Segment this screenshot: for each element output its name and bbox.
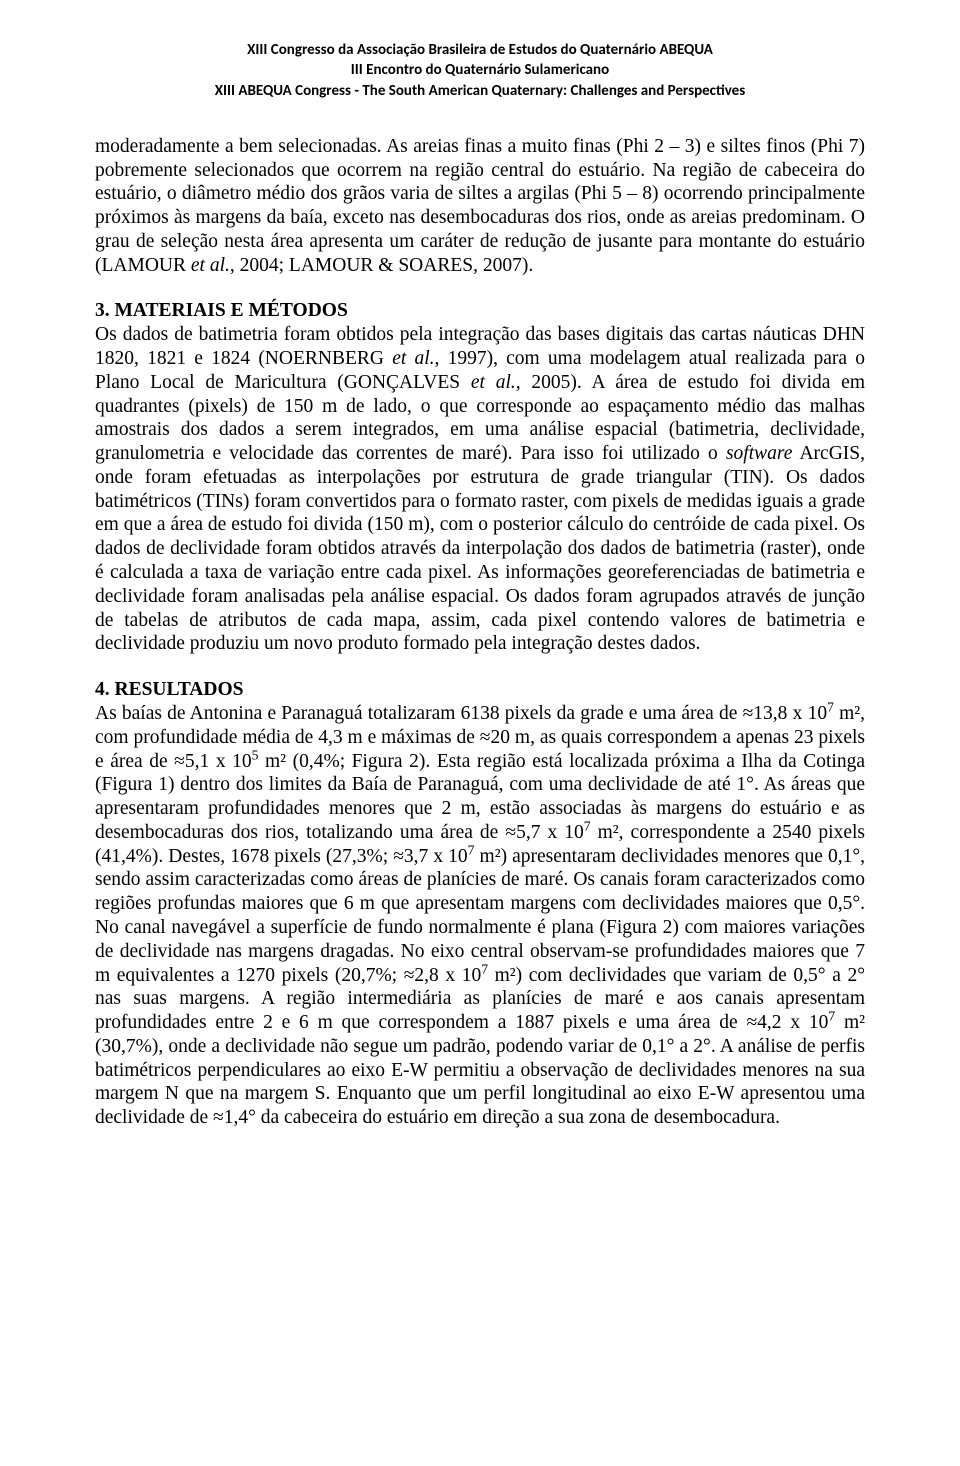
section4-text-a: As baías de Antonina e Paranaguá totaliz… bbox=[95, 703, 827, 724]
running-header: XIII Congresso da Associação Brasileira … bbox=[95, 40, 865, 101]
section-resultados: 4. RESULTADOS As baías de Antonina e Para… bbox=[95, 678, 865, 1130]
section3-text-d: ArcGIS, onde foram efetuadas as interpol… bbox=[95, 443, 865, 654]
section4-sup-4: 7 bbox=[468, 842, 475, 857]
header-line-1: XIII Congresso da Associação Brasileira … bbox=[95, 40, 865, 60]
section4-heading: 4. RESULTADOS bbox=[95, 679, 243, 700]
header-line-2: III Encontro do Quaternário Sulamericano bbox=[95, 60, 865, 80]
para1-etal: et al. bbox=[191, 255, 230, 276]
section3-paragraph: 3. MATERIAIS E MÉTODOSOs dados de batime… bbox=[95, 299, 865, 656]
section3-heading: 3. MATERIAIS E MÉTODOS bbox=[95, 300, 348, 321]
para1-text-b: , 2004; LAMOUR & SOARES, 2007). bbox=[230, 255, 533, 276]
section4-sup-3: 7 bbox=[584, 818, 591, 833]
paragraph-continuation: moderadamente a bem selecionadas. As are… bbox=[95, 135, 865, 278]
section3-etal-2: et al. bbox=[471, 372, 516, 393]
section4-paragraph: 4. RESULTADOS As baías de Antonina e Para… bbox=[95, 678, 865, 1130]
page: XIII Congresso da Associação Brasileira … bbox=[0, 0, 960, 1466]
section-materiais-metodos: 3. MATERIAIS E MÉTODOSOs dados de batime… bbox=[95, 299, 865, 656]
section3-etal-1: et al. bbox=[392, 348, 434, 369]
header-line-3: XIII ABEQUA Congress - The South America… bbox=[95, 81, 865, 101]
section3-software: software bbox=[726, 443, 792, 464]
section4-sup-1: 7 bbox=[827, 699, 834, 714]
